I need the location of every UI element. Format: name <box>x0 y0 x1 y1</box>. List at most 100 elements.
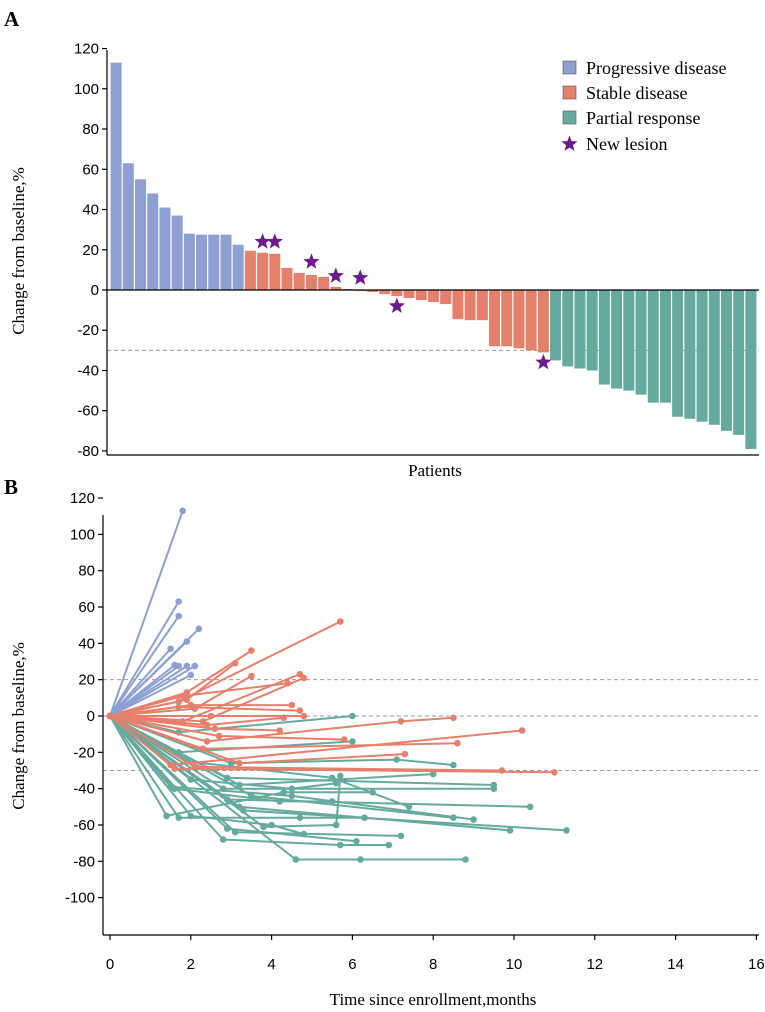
bar-partial-36 <box>550 290 562 361</box>
series-line-progressive-10 <box>109 674 192 717</box>
panel-b-x-tick-label: 12 <box>586 956 603 973</box>
series-point-partial <box>385 841 393 849</box>
series-point-stable <box>518 727 526 734</box>
series-point-stable <box>236 759 243 767</box>
series-point-partial <box>296 814 304 821</box>
series-line-partial-45 <box>109 715 365 819</box>
bar-progressive-5 <box>171 215 183 290</box>
panel-a-y-tick-label: -20 <box>77 322 99 339</box>
series-point-stable <box>203 738 211 745</box>
series-point-stable <box>300 712 308 720</box>
bar-partial-52 <box>745 290 757 449</box>
series-line-progressive-5 <box>109 648 172 717</box>
series-point-partial <box>337 841 344 849</box>
panel-b-x-tick-label: 0 <box>106 956 114 973</box>
series-line-partial-49 <box>109 715 305 836</box>
series-point-stable <box>248 647 255 654</box>
series-point-progressive <box>183 662 191 670</box>
series-point-partial <box>470 816 477 823</box>
panel-b-y-tick-label: -60 <box>73 817 95 834</box>
series-point-partial <box>175 814 182 821</box>
series-point-partial <box>292 856 300 863</box>
bar-progressive-1 <box>122 163 134 290</box>
series-point-partial <box>506 827 514 834</box>
bar-stable-24 <box>403 290 415 299</box>
bar-stable-15 <box>293 272 305 290</box>
bar-partial-50 <box>720 290 732 431</box>
bar-partial-37 <box>562 290 574 367</box>
origin-point <box>106 712 114 720</box>
legend: Progressive disease Stable disease Parti… <box>561 58 726 154</box>
legend-label-stable: Stable disease <box>586 83 687 103</box>
panel-b-x-tick-label: 14 <box>667 956 684 973</box>
bar-stable-28 <box>452 290 464 320</box>
series-point-stable <box>296 707 304 714</box>
bar-partial-42 <box>623 290 635 391</box>
bar-stable-14 <box>281 267 293 290</box>
series-point-partial <box>349 712 356 720</box>
series-line-progressive-1 <box>109 601 180 717</box>
series-point-progressive <box>175 598 182 605</box>
bar-stable-21 <box>366 290 378 293</box>
bar-progressive-2 <box>135 179 147 290</box>
series-point-stable <box>211 725 219 732</box>
legend-label-new-lesion: New lesion <box>586 134 667 154</box>
bar-stable-17 <box>318 276 330 290</box>
series-point-stable <box>171 765 178 772</box>
series-point-partial <box>171 785 178 792</box>
series-point-stable <box>288 701 296 709</box>
bar-partial-40 <box>598 290 610 385</box>
bar-stable-27 <box>440 290 452 305</box>
series-point-partial <box>328 774 336 782</box>
bar-stable-32 <box>501 290 513 347</box>
bar-stable-22 <box>379 290 391 295</box>
series-point-partial <box>490 785 498 792</box>
panel-b-y-tick-label: 40 <box>78 635 95 652</box>
series-point-partial <box>332 821 340 829</box>
series-point-partial <box>429 770 437 778</box>
panel-b-x-tick-label: 16 <box>748 956 765 973</box>
bar-progressive-3 <box>147 193 159 290</box>
panel-a-y-tick-label: 20 <box>82 242 99 259</box>
new-lesion-star-icon <box>388 297 405 313</box>
series-point-stable <box>450 714 457 722</box>
bar-stable-18 <box>330 286 342 290</box>
bar-progressive-6 <box>183 233 195 290</box>
series-point-partial <box>357 856 364 863</box>
panel-b-reference-lines <box>103 679 759 771</box>
bar-partial-45 <box>659 290 671 403</box>
series-point-partial <box>337 772 344 780</box>
panel-a-label: A <box>4 7 20 31</box>
panel-b-y-tick-label: 120 <box>70 490 95 507</box>
legend-swatch-progressive <box>562 60 577 75</box>
new-lesion-star-icon <box>303 253 320 269</box>
legend-label-progressive: Progressive disease <box>586 58 726 78</box>
series-point-stable <box>337 618 344 625</box>
bar-stable-34 <box>525 290 537 351</box>
panel-b-y-tick-label: -100 <box>65 890 95 907</box>
bar-stable-23 <box>391 290 403 297</box>
series-point-progressive <box>167 645 174 653</box>
series-point-partial <box>450 761 457 769</box>
panel-a-y-tick-label: 0 <box>91 282 99 299</box>
legend-swatch-stable <box>562 85 577 100</box>
bar-partial-51 <box>733 290 745 435</box>
series-point-stable <box>175 703 182 711</box>
panel-a-y-tick-label: 60 <box>82 161 99 178</box>
series-point-partial <box>397 832 405 840</box>
bar-stable-29 <box>464 290 476 321</box>
series-point-partial <box>288 792 296 800</box>
panel-b-y-tick-label: 80 <box>78 563 95 580</box>
panel-b-x-tick-label: 2 <box>187 956 195 973</box>
series-point-partial <box>260 823 267 831</box>
series-line-partial-42 <box>109 715 389 846</box>
bar-partial-46 <box>672 290 684 417</box>
series-point-partial <box>393 756 401 763</box>
panel-b-x-tick-label: 4 <box>267 956 275 973</box>
bar-progressive-7 <box>196 234 208 290</box>
panel-a-bars <box>110 62 757 449</box>
bar-stable-35 <box>537 290 549 353</box>
series-point-partial <box>288 785 296 792</box>
panel-a-y-tick-label: -40 <box>77 362 99 379</box>
